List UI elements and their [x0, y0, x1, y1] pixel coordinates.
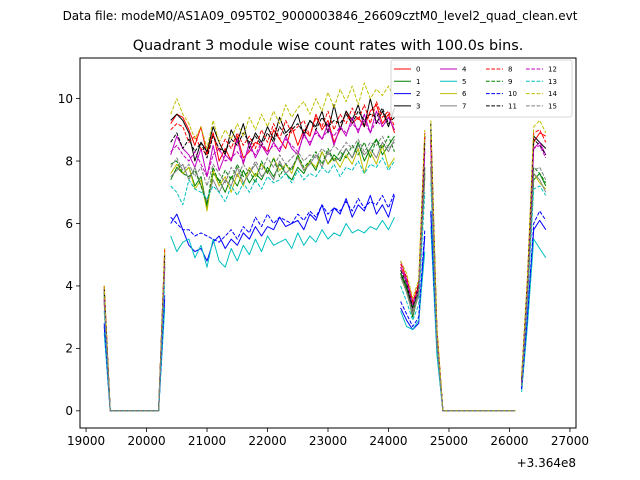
- y-tick-label: 4: [65, 279, 73, 293]
- legend-label-4: 4: [462, 66, 467, 74]
- x-offset-label: +3.364e8: [517, 456, 576, 470]
- series-14-line-segment: [400, 129, 426, 299]
- series-13-line-segment: [170, 157, 395, 206]
- chart-title: Quadrant 3 module wise count rates with …: [133, 38, 524, 54]
- series-15: [103, 135, 547, 412]
- x-tick-label: 22000: [248, 434, 286, 448]
- series-layer: [103, 82, 547, 412]
- series-5-line-segment: [521, 238, 547, 393]
- legend-label-1: 1: [416, 78, 420, 86]
- series-13-line-segment: [400, 192, 426, 321]
- x-tick-label: 24000: [369, 434, 407, 448]
- legend-label-10: 10: [508, 90, 517, 98]
- x-tick-label: 21000: [188, 434, 226, 448]
- x-tick-label: 23000: [309, 434, 347, 448]
- series-15-line-segment: [170, 135, 395, 187]
- x-tick-label: 25000: [430, 434, 468, 448]
- series-14-line-segment: [170, 82, 395, 149]
- series-5-line-segment: [170, 216, 395, 268]
- series-15-line-segment: [430, 160, 516, 412]
- legend-label-5: 5: [462, 78, 466, 86]
- y-tick-label: 10: [58, 92, 73, 106]
- series-11-line-segment: [400, 142, 426, 309]
- series-12-line-segment: [170, 116, 395, 178]
- series-11-line-segment: [170, 107, 395, 159]
- series-10-line-segment: [521, 210, 547, 390]
- y-tick-label: 0: [65, 404, 73, 418]
- figure-suptitle: Data file: modeM0/AS1A09_095T02_90000038…: [63, 9, 578, 23]
- series-8-line-segment: [170, 101, 395, 156]
- legend-box: [390, 59, 573, 118]
- series-9-line-segment: [521, 166, 547, 383]
- legend-label-15: 15: [548, 102, 557, 110]
- legend-label-6: 6: [462, 90, 467, 98]
- series-5-line-segment: [400, 251, 426, 331]
- series-10-line-segment: [170, 192, 395, 243]
- x-axis: 19000 20000 21000 22000 23000 24000 25000 26000…: [67, 428, 589, 448]
- legend-label-0: 0: [416, 66, 420, 74]
- series-14-line-segment: [521, 119, 547, 377]
- series-3-line-segment: [170, 98, 395, 162]
- x-tick-label: 26000: [490, 434, 528, 448]
- series-10-line-segment: [400, 229, 426, 327]
- series-12-line-segment: [400, 151, 426, 306]
- y-tick-label: 8: [65, 154, 73, 168]
- legend-label-13: 13: [548, 78, 557, 86]
- y-tick-label: 2: [65, 342, 73, 356]
- series-12-line-segment: [521, 144, 547, 383]
- legend-label-9: 9: [508, 78, 512, 86]
- x-tick-label: 19000: [67, 434, 105, 448]
- series-15-line-segment: [103, 267, 166, 412]
- series-2-line-segment: [170, 194, 395, 262]
- legend-label-14: 14: [548, 90, 557, 98]
- legend-label-12: 12: [548, 66, 557, 74]
- y-tick-label: 6: [65, 217, 73, 231]
- legend-label-2: 2: [416, 90, 420, 98]
- x-tick-label: 27000: [551, 434, 589, 448]
- legend-label-3: 3: [416, 102, 420, 110]
- series-15-line-segment: [400, 170, 426, 312]
- y-axis: 0 2 4 6 8 10: [58, 92, 80, 418]
- legend-label-11: 11: [508, 102, 517, 110]
- legend-label-7: 7: [462, 102, 466, 110]
- legend-label-8: 8: [508, 66, 512, 74]
- x-tick-label: 20000: [127, 434, 165, 448]
